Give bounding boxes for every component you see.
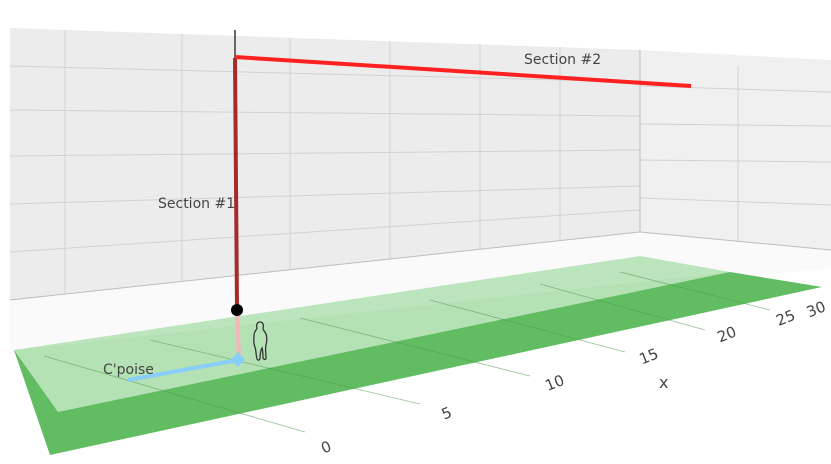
annotation-cpoise: C'poise xyxy=(103,362,154,378)
counterpoise-marker xyxy=(231,352,245,367)
x-tick-label: 30 xyxy=(804,297,828,321)
right-wall-grid xyxy=(639,66,831,242)
section-1-line xyxy=(233,57,239,309)
counterpoise-line xyxy=(127,358,239,382)
ground-plane-dark xyxy=(14,272,822,455)
wall-edges xyxy=(9,50,831,301)
back-wall xyxy=(10,28,640,300)
right-wall xyxy=(640,50,831,250)
x-tick-label: 15 xyxy=(637,345,661,369)
feed-point xyxy=(231,304,243,316)
x-tick-label: 10 xyxy=(543,371,567,395)
x-tick-label: 25 xyxy=(773,306,797,330)
annotation-section-1: Section #1 xyxy=(158,196,235,212)
x-tick-label: 5 xyxy=(439,403,455,423)
floor-grid xyxy=(43,271,771,433)
x-tick-label: 0 xyxy=(318,437,334,457)
section-2-line xyxy=(234,55,692,88)
x-axis-title: x xyxy=(659,373,668,392)
annotation-section-2: Section #2 xyxy=(524,52,601,68)
lower-mast-line xyxy=(235,309,241,359)
ground-plane-light xyxy=(14,256,730,412)
person-silhouette-icon xyxy=(253,321,268,361)
x-tick-label: 20 xyxy=(715,323,739,347)
